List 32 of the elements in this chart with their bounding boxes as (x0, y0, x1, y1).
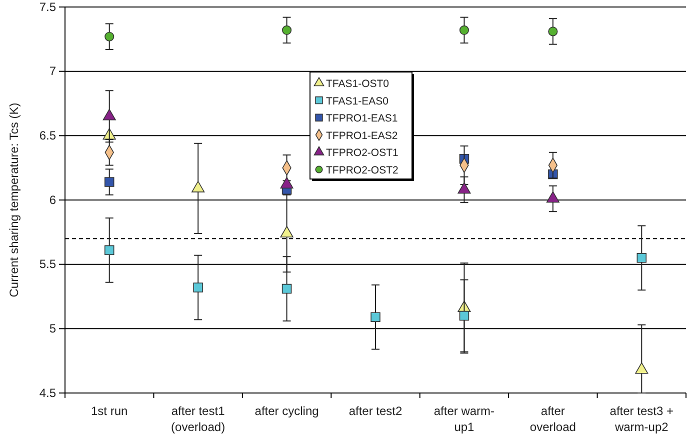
x-tick-label: after test3 + warm-up2 (610, 404, 674, 434)
point (193, 282, 203, 292)
point (636, 253, 647, 263)
y-tick-label: 6.5 (39, 128, 56, 143)
legend-label: TFAS1-EAS0 (326, 95, 389, 108)
x-tick-label: 1st run (91, 404, 128, 418)
x-tick-label: after warm- up1 (434, 404, 495, 434)
legend-label: TFAS1-OST0 (326, 78, 390, 90)
y-axis-title: Current sharing temperature: Tcs (K) (7, 102, 21, 298)
y-tick-label: 7 (49, 64, 56, 78)
y-tick-label: 7.5 (39, 0, 56, 14)
legend-label: TFPRO2-OST2 (326, 164, 398, 176)
point (459, 25, 469, 35)
point (104, 177, 114, 187)
x-tick-label: after test2 (348, 404, 402, 418)
point (548, 26, 558, 36)
point (459, 310, 470, 321)
point (370, 312, 380, 322)
legend-label: TFPRO1-EAS2 (326, 130, 398, 142)
point (282, 284, 292, 294)
x-tick-label: after overload (530, 404, 576, 434)
x-tick-label: after test1 (overload) (171, 404, 226, 434)
point (282, 25, 292, 35)
y-tick-label: 5 (49, 322, 56, 336)
y-tick-label: 4.5 (39, 386, 56, 400)
y-tick-label: 6 (49, 192, 56, 207)
legend-label: TFPRO1-EAS1 (326, 112, 398, 125)
y-tick-label: 5.5 (39, 257, 56, 272)
point (104, 245, 114, 256)
x-tick-label: after cycling (254, 404, 319, 418)
point (104, 32, 114, 42)
legend-label: TFPRO2-OST1 (326, 147, 398, 160)
